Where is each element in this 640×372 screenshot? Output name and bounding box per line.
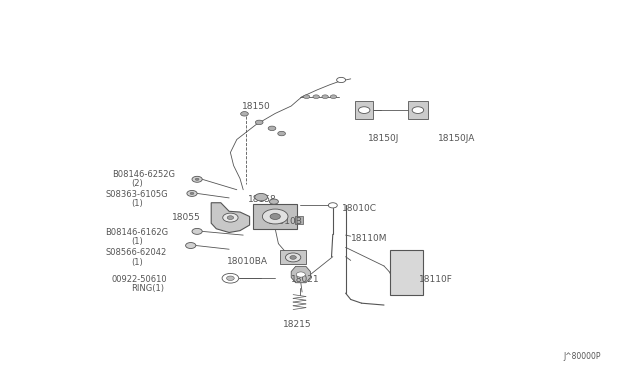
- Text: (1): (1): [131, 199, 143, 208]
- Text: 18215: 18215: [283, 320, 312, 329]
- Text: RING(1): RING(1): [131, 284, 164, 293]
- Polygon shape: [408, 101, 428, 119]
- Circle shape: [255, 120, 263, 125]
- Bar: [253, 204, 297, 229]
- Circle shape: [195, 178, 199, 180]
- Text: 00922-50610: 00922-50610: [112, 275, 168, 284]
- Circle shape: [296, 272, 305, 277]
- Circle shape: [255, 193, 268, 201]
- Circle shape: [290, 256, 296, 259]
- Text: 18150: 18150: [242, 102, 271, 110]
- Circle shape: [192, 228, 202, 234]
- Text: 18010BA: 18010BA: [227, 257, 268, 266]
- Text: S08566-62042: S08566-62042: [106, 248, 167, 257]
- Text: 18158: 18158: [248, 195, 277, 203]
- Text: B08146-6252G: B08146-6252G: [112, 170, 175, 179]
- Circle shape: [227, 276, 234, 280]
- Circle shape: [330, 95, 337, 99]
- Polygon shape: [355, 101, 373, 119]
- Text: (1): (1): [131, 258, 143, 267]
- Circle shape: [270, 214, 280, 219]
- Circle shape: [223, 213, 238, 222]
- Circle shape: [187, 190, 197, 196]
- Bar: [295, 216, 303, 224]
- Text: 18110F: 18110F: [419, 275, 453, 284]
- Circle shape: [227, 216, 234, 219]
- Text: 18055: 18055: [172, 213, 200, 222]
- Polygon shape: [291, 266, 310, 283]
- Text: S08363-6105G: S08363-6105G: [106, 190, 168, 199]
- Text: 18010B: 18010B: [268, 217, 302, 226]
- Circle shape: [241, 112, 248, 116]
- Text: 18010C: 18010C: [342, 204, 378, 213]
- Text: (2): (2): [131, 179, 143, 187]
- Circle shape: [285, 253, 301, 262]
- Circle shape: [262, 209, 288, 224]
- Text: (1): (1): [131, 237, 143, 246]
- Text: 18021: 18021: [291, 275, 320, 284]
- Circle shape: [412, 107, 424, 113]
- Circle shape: [278, 131, 285, 136]
- Bar: [280, 250, 306, 264]
- Text: B08146-6162G: B08146-6162G: [106, 228, 169, 237]
- Bar: [390, 250, 423, 295]
- Circle shape: [268, 126, 276, 131]
- Text: J^80000P: J^80000P: [563, 352, 601, 361]
- Text: 18110M: 18110M: [351, 234, 387, 243]
- Circle shape: [358, 107, 370, 113]
- Circle shape: [322, 95, 328, 99]
- Polygon shape: [211, 203, 250, 232]
- Circle shape: [269, 199, 278, 204]
- Circle shape: [190, 192, 194, 195]
- Circle shape: [313, 95, 319, 99]
- Text: 18150JA: 18150JA: [438, 134, 476, 143]
- Text: 18150J: 18150J: [368, 134, 399, 143]
- Circle shape: [186, 243, 196, 248]
- Circle shape: [192, 176, 202, 182]
- Circle shape: [303, 95, 310, 99]
